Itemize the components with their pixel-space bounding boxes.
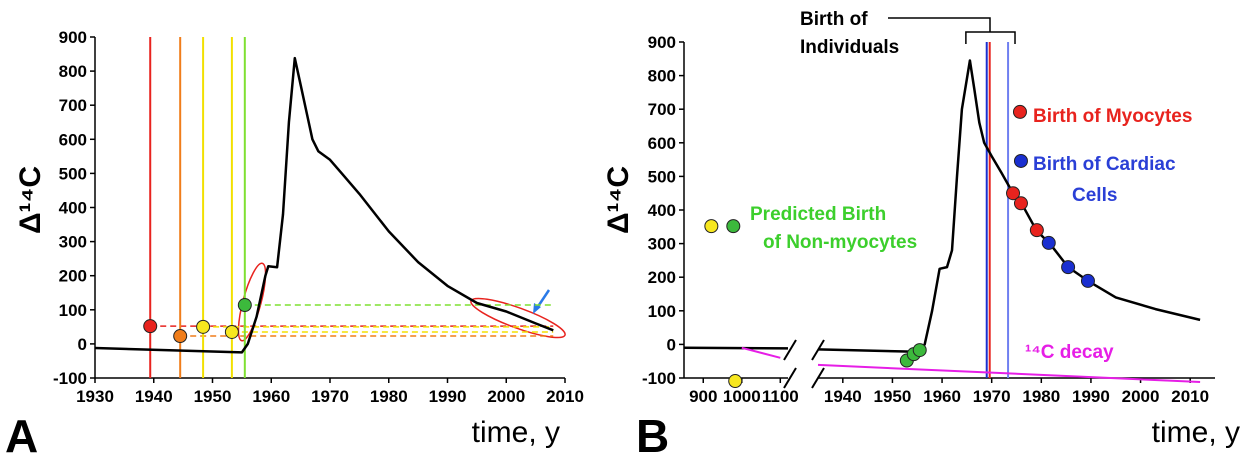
x-axis-label: time, y [1152, 416, 1240, 449]
annotation: Individuals [800, 37, 899, 58]
x-tick-label: 1990 [429, 387, 467, 406]
x-tick-label: 2000 [1122, 387, 1160, 406]
x-tick-label: 1940 [824, 387, 862, 406]
marker [1080, 273, 1095, 288]
y-tick-label: 100 [648, 302, 676, 321]
marker [196, 319, 211, 334]
y-tick-label: 500 [648, 167, 676, 186]
annotation: Cells [1072, 185, 1117, 206]
x-tick-label: 1970 [973, 387, 1011, 406]
marker [143, 319, 158, 334]
annotation: Birth of Myocytes [1033, 106, 1192, 127]
data-line [741, 346, 1201, 383]
x-tick-label: 1970 [311, 387, 349, 406]
x-tick-label: 1990 [1072, 387, 1110, 406]
x-tick-label: 900 [689, 387, 717, 406]
y-tick-label: 400 [648, 201, 676, 220]
marker [912, 343, 927, 358]
y-tick-label: -100 [53, 369, 87, 388]
x-tick-label: 1960 [923, 387, 961, 406]
y-tick-label: 200 [648, 268, 676, 287]
y-tick-label: 800 [59, 62, 87, 81]
y-axis-label: Δ¹⁴C [14, 166, 47, 234]
marker [728, 374, 743, 389]
y-tick-label: 900 [648, 33, 676, 52]
y-tick-label: 600 [59, 130, 87, 149]
x-tick-label: 2010 [1171, 387, 1209, 406]
y-tick-label: 0 [667, 335, 676, 354]
y-tick-label: -100 [642, 369, 676, 388]
marker [1013, 153, 1028, 168]
axis-break [783, 339, 825, 389]
x-tick-label: 2010 [546, 387, 584, 406]
bracket-connector [888, 17, 991, 32]
annotation: of Non-myocytes [763, 232, 917, 253]
x-tick-label: 1950 [874, 387, 912, 406]
marker [224, 324, 239, 339]
y-tick-label: 600 [648, 134, 676, 153]
marker [1041, 235, 1056, 250]
annotation: Predicted Birth [750, 204, 886, 225]
x-tick-label: 1950 [194, 387, 232, 406]
marker [237, 298, 252, 313]
y-tick-label: 900 [59, 28, 87, 47]
panel-label: A [5, 410, 38, 462]
x-tick-label: 2000 [487, 387, 525, 406]
bracket [965, 31, 1016, 44]
marker [704, 219, 719, 234]
series-label: ¹⁴C decay [1025, 342, 1114, 363]
panel-label: B [636, 410, 669, 462]
x-tick-label: 1960 [252, 387, 290, 406]
y-tick-label: 300 [648, 235, 676, 254]
marker [1029, 223, 1044, 238]
annotation: Birth of [800, 9, 868, 30]
data-line [94, 56, 554, 354]
x-tick-label: 1100 [762, 387, 799, 406]
y-tick-label: 700 [59, 96, 87, 115]
y-tick-label: 400 [59, 199, 87, 218]
y-tick-label: 0 [78, 335, 87, 354]
y-tick-label: 200 [59, 267, 87, 286]
y-axis-label: Δ¹⁴C [602, 166, 635, 234]
x-tick-label: 1000 [723, 387, 761, 406]
y-tick-label: 300 [59, 233, 87, 252]
annotation: Birth of Cardiac [1033, 154, 1176, 175]
x-tick-label: 1930 [76, 387, 114, 406]
x-tick-label: 1980 [370, 387, 408, 406]
marker [726, 219, 741, 234]
y-tick-label: 100 [59, 301, 87, 320]
marker [1012, 104, 1027, 119]
x-tick-label: 1980 [1022, 387, 1060, 406]
marker [1013, 196, 1028, 211]
marker [173, 329, 188, 344]
marker [1061, 260, 1076, 275]
marker [1006, 186, 1021, 201]
y-tick-label: 700 [648, 100, 676, 119]
x-axis-label: time, y [472, 416, 560, 449]
y-tick-label: 500 [59, 164, 87, 183]
y-tick-label: 800 [648, 67, 676, 86]
x-tick-label: 1940 [135, 387, 173, 406]
